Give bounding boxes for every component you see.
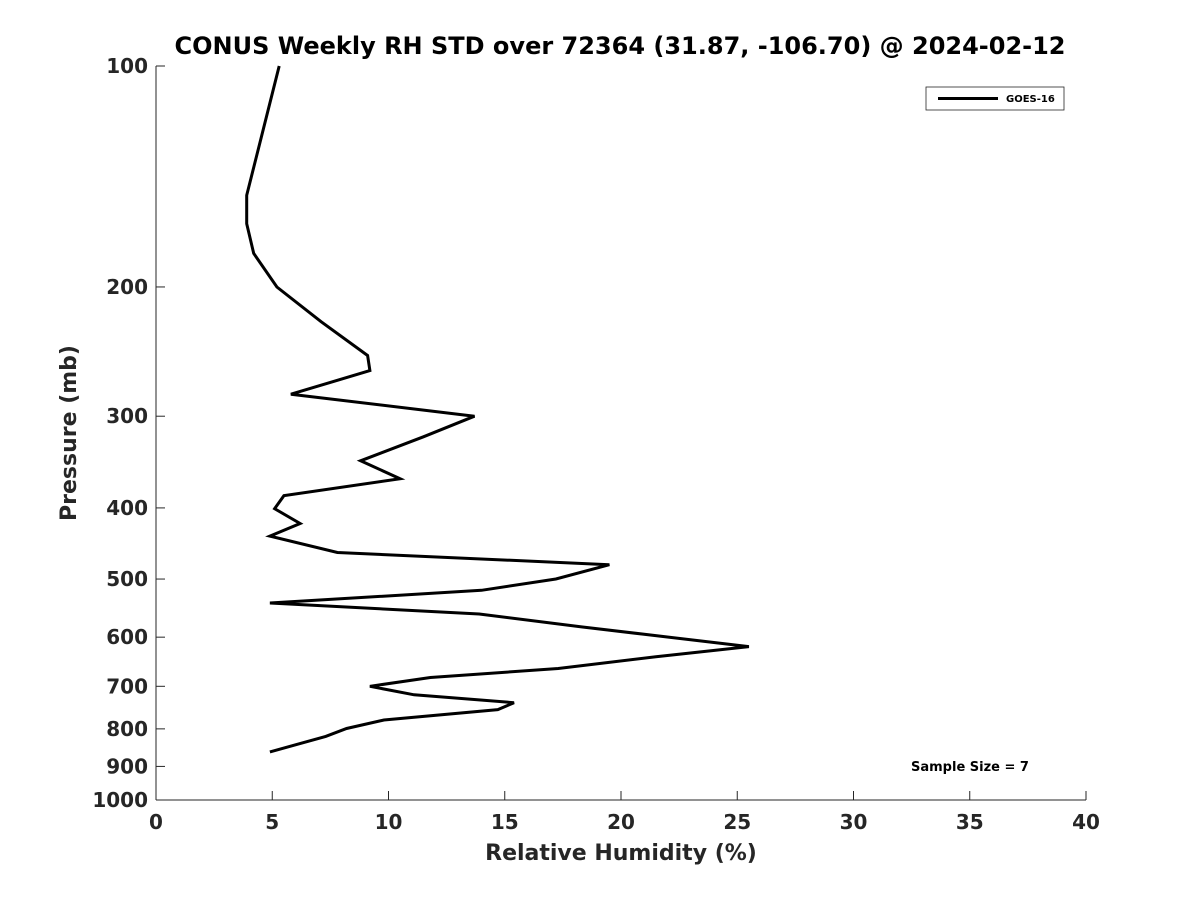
x-tick-label: 40 [1072,810,1100,834]
y-tick-label: 400 [106,496,148,520]
x-axis-ticks: 0 5 10 15 20 25 30 35 40 [149,791,1100,834]
series-layer [245,65,750,754]
x-tick-label: 25 [723,810,751,834]
x-tick-label: 20 [607,810,635,834]
y-tick-label: 100 [106,54,148,78]
y-tick-label: 800 [106,717,148,741]
x-tick-label: 35 [956,810,984,834]
y-axis-label: Pressure (mb) [57,345,82,521]
x-tick-label: 10 [375,810,403,834]
y-axis-ticks: 100 200 300 400 500 600 700 800 900 1000 [92,54,165,812]
x-tick-label: 5 [265,810,279,834]
y-tick-label: 700 [106,674,148,698]
y-tick-label: 900 [106,754,148,778]
y-tick-label: 600 [106,625,148,649]
x-tick-label: 0 [149,810,163,834]
series-line-goes-16 [245,65,750,754]
x-tick-label: 30 [840,810,868,834]
chart-title: CONUS Weekly RH STD over 72364 (31.87, -… [174,32,1065,60]
y-tick-label: 200 [106,275,148,299]
y-tick-label: 500 [106,567,148,591]
sample-size-annotation: Sample Size = 7 [911,760,1029,775]
y-tick-label: 1000 [92,788,148,812]
plot-area [155,66,1086,801]
legend-entry-goes-16: GOES-16 [1006,94,1055,105]
y-tick-label: 300 [106,404,148,428]
x-tick-label: 15 [491,810,519,834]
x-axis-label: Relative Humidity (%) [485,841,757,866]
legend: GOES-16 [925,86,1065,111]
